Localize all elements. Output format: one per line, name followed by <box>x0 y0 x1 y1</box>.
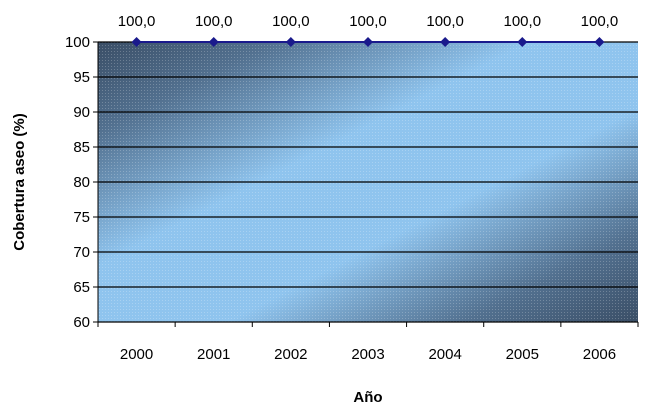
series <box>131 37 605 47</box>
data-label-2001: 100,0 <box>195 13 233 30</box>
y-tick-label: 70 <box>73 244 90 261</box>
x-tick-label: 2002 <box>274 346 307 363</box>
y-tick-label: 90 <box>73 104 90 121</box>
gridlines <box>98 41 638 323</box>
data-point-2003 <box>363 37 373 47</box>
data-label-2004: 100,0 <box>426 13 464 30</box>
data-point-2000 <box>131 37 142 47</box>
x-tick-label: 2004 <box>428 346 461 363</box>
data-labels: 100,0 100,0 100,0 100,0 100,0 100,0 100,0 <box>118 13 618 30</box>
axes <box>93 41 639 327</box>
data-point-2006 <box>594 37 605 47</box>
data-label-2000: 100,0 <box>118 13 156 30</box>
data-point-2002 <box>285 37 296 47</box>
data-label-2006: 100,0 <box>581 13 619 30</box>
y-tick-label: 80 <box>73 174 90 191</box>
y-tick-label: 75 <box>73 209 90 226</box>
y-tick-label: 95 <box>73 69 90 86</box>
x-axis-title: Año <box>353 389 382 406</box>
x-tick-label: 2001 <box>197 346 230 363</box>
x-tick-label: 2000 <box>120 346 153 363</box>
x-tick-label: 2006 <box>583 346 616 363</box>
y-tick-label: 85 <box>73 139 90 156</box>
y-tick-label: 65 <box>73 279 90 296</box>
y-tick-label: 100 <box>65 34 90 51</box>
y-axis-title: Cobertura aseo (%) <box>11 113 28 251</box>
data-label-2003: 100,0 <box>349 13 387 30</box>
data-point-2004 <box>440 37 451 47</box>
data-label-2002: 100,0 <box>272 13 310 30</box>
y-tick-label: 60 <box>73 314 90 331</box>
x-tick-label: 2003 <box>351 346 384 363</box>
x-tick-label: 2005 <box>506 346 539 363</box>
x-tick-labels: 2000 2001 2002 2003 2004 2005 2006 <box>120 346 616 363</box>
y-tick-labels: 60 65 70 75 80 85 90 95 100 <box>65 34 90 331</box>
data-point-2005 <box>517 37 528 47</box>
data-label-2005: 100,0 <box>504 13 542 30</box>
data-point-2001 <box>208 37 219 47</box>
